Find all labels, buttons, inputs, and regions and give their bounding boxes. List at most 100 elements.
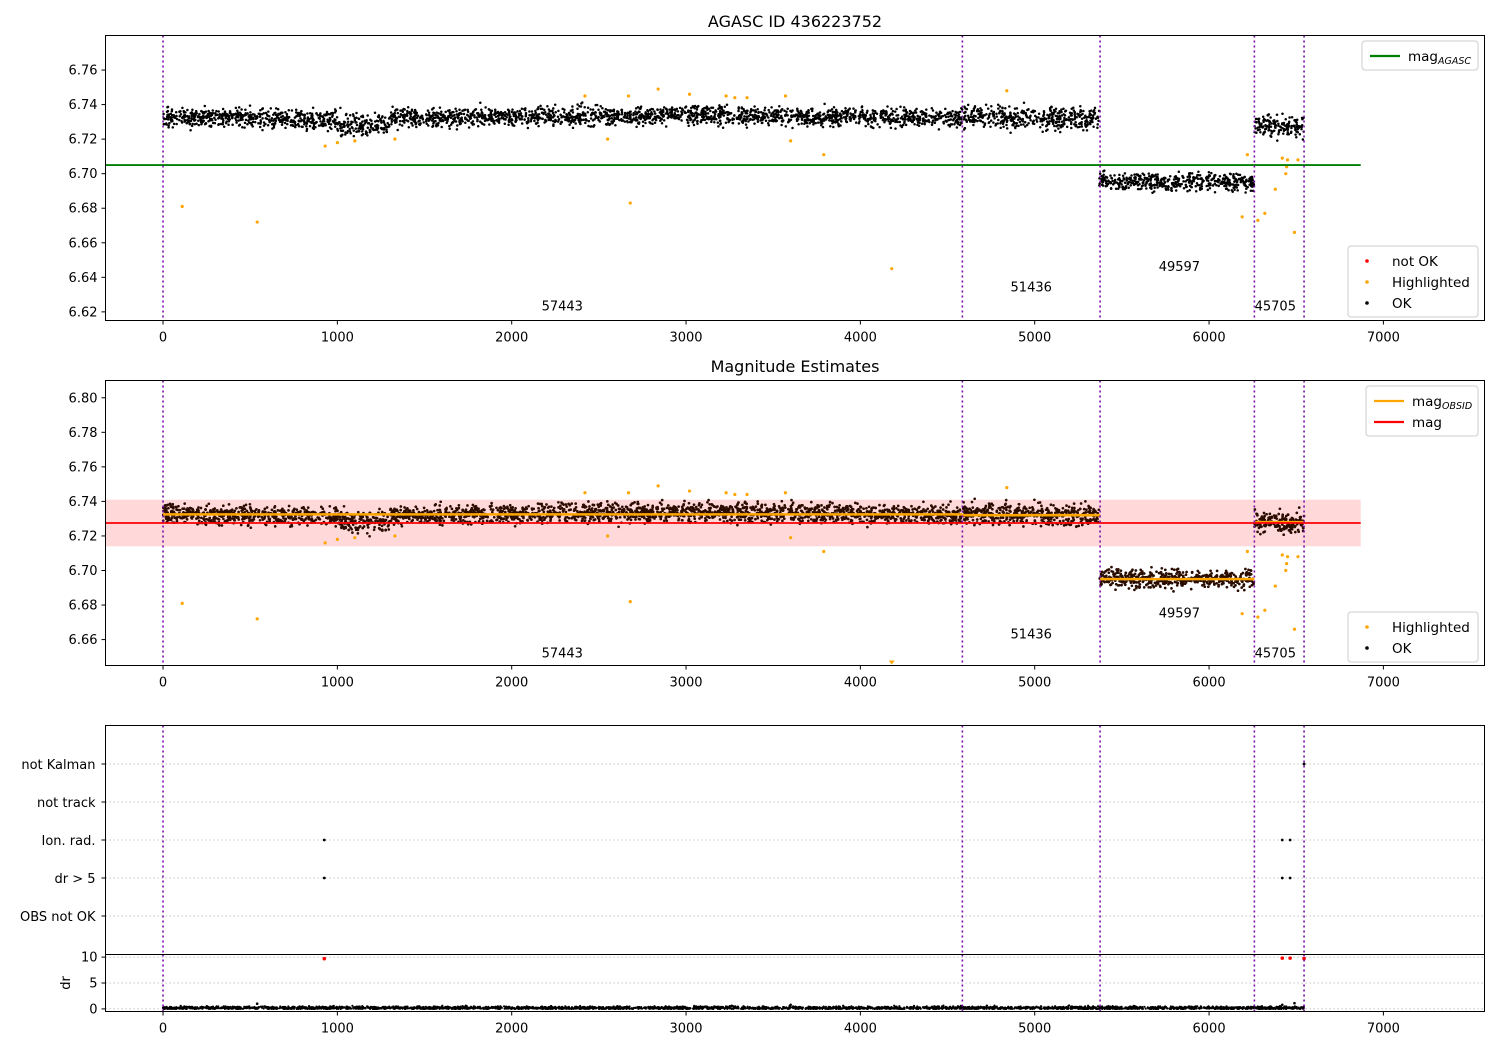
ok-point	[391, 106, 394, 109]
ok-point	[439, 119, 442, 122]
ok-point	[801, 118, 804, 121]
ok-point	[1123, 187, 1126, 190]
x-tick-label: 2000	[495, 331, 528, 346]
ok-point	[890, 107, 893, 110]
ok-point	[449, 112, 452, 115]
ok-point	[595, 116, 598, 119]
ok-point	[516, 116, 519, 119]
ok-point	[916, 115, 919, 118]
ok-point	[1175, 189, 1178, 192]
ok-point	[558, 118, 561, 121]
ok-point	[212, 517, 215, 520]
ok-point	[257, 122, 260, 125]
ok-point	[1207, 176, 1210, 179]
ok-point	[1112, 183, 1115, 186]
ok-point	[1236, 179, 1239, 182]
ok-point	[1220, 181, 1223, 184]
ok-point	[265, 117, 268, 120]
ok-point	[737, 106, 740, 109]
ok-point	[249, 104, 252, 107]
ok-point	[989, 125, 992, 128]
ok-point	[647, 116, 650, 119]
ok-point	[1290, 131, 1293, 134]
ok-point	[1172, 182, 1175, 185]
ok-point	[408, 517, 411, 520]
ok-point	[953, 118, 956, 121]
ok-point	[1231, 191, 1234, 194]
ok-point	[1081, 113, 1084, 116]
ok-point	[336, 509, 339, 512]
ok-point	[231, 123, 234, 126]
ok-point	[347, 117, 350, 120]
ok-point	[439, 509, 442, 512]
ok-point	[1255, 121, 1258, 124]
ok-point	[1130, 174, 1133, 177]
ok-point	[165, 509, 168, 512]
ok-point	[907, 115, 910, 118]
ok-point	[854, 109, 857, 112]
ok-point	[567, 120, 570, 123]
ok-point	[463, 516, 466, 519]
ok-point	[753, 122, 756, 125]
ok-point	[493, 114, 496, 117]
ok-point	[565, 116, 568, 119]
ok-point	[589, 108, 592, 111]
ok-point	[343, 527, 346, 530]
ok-point	[1087, 123, 1090, 126]
highlighted-point	[256, 220, 259, 223]
ok-point	[273, 506, 276, 509]
ok-point	[252, 118, 255, 121]
ok-point	[702, 115, 705, 118]
ok-point	[227, 516, 230, 519]
ok-point	[203, 519, 206, 522]
ok-point	[719, 120, 722, 123]
ok-point	[767, 109, 770, 112]
ok-point	[1053, 111, 1056, 114]
ok-point	[302, 506, 305, 509]
ok-point	[564, 119, 567, 122]
ok-point	[1033, 123, 1036, 126]
ok-point	[1137, 174, 1140, 177]
ok-point	[998, 112, 1001, 115]
ok-point	[1186, 190, 1189, 193]
ok-point	[173, 116, 176, 119]
ok-point	[823, 103, 826, 106]
ok-point	[572, 127, 575, 129]
ok-point	[440, 110, 443, 113]
ok-point	[1232, 186, 1235, 189]
ok-point	[624, 112, 627, 115]
ok-point	[436, 111, 439, 114]
ok-point	[1144, 177, 1147, 180]
ok-point	[1192, 176, 1195, 179]
ok-point	[687, 124, 690, 127]
legend-dot-swatch	[1365, 280, 1369, 284]
ok-point	[592, 108, 595, 111]
ok-point	[418, 119, 421, 122]
ok-point	[650, 108, 653, 111]
ok-point	[820, 124, 823, 127]
ok-point	[1153, 187, 1156, 190]
ok-point	[170, 120, 173, 123]
ok-point	[805, 111, 808, 114]
ok-point	[235, 507, 238, 510]
ok-point	[1070, 121, 1073, 124]
ok-point	[756, 108, 759, 111]
ok-point	[974, 115, 977, 118]
ok-point	[902, 109, 905, 112]
ok-point	[1156, 186, 1159, 189]
ok-point	[596, 104, 599, 107]
ok-point	[167, 106, 170, 109]
ok-point	[785, 125, 788, 128]
ok-point	[754, 109, 757, 112]
ok-point	[1251, 185, 1254, 188]
ok-point	[692, 105, 695, 108]
ok-point	[987, 107, 990, 110]
ok-point	[819, 118, 822, 121]
ok-point	[724, 112, 727, 115]
ok-point	[852, 107, 855, 110]
ok-point	[411, 519, 414, 522]
ok-point	[724, 106, 727, 109]
ok-point	[292, 510, 295, 513]
ok-point	[688, 114, 691, 117]
ok-point	[677, 505, 680, 508]
